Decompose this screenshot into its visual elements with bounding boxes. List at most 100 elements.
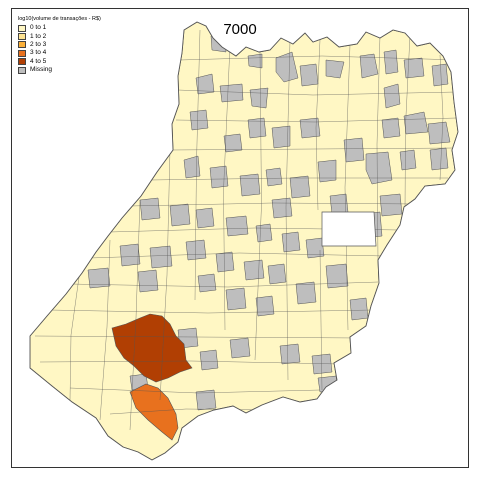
municipality-border [376,34,381,261]
municipality-missing [255,295,275,317]
municipality-missing [359,53,379,79]
municipality-missing [349,297,369,321]
municipality-missing [383,49,399,75]
municipality-missing [137,269,159,293]
federal-district-area [321,211,377,247]
missing-municipalities [49,35,451,411]
legend-item: 1 to 2 [18,32,101,41]
municipality-class-4-to-5 [111,313,193,383]
municipality-borders [34,29,458,431]
municipality-border [49,309,373,314]
municipality-missing [299,63,319,87]
legend-label: 1 to 2 [30,32,47,40]
municipality-border [99,239,111,421]
municipality-missing [311,353,333,375]
municipality-missing [343,137,365,163]
municipality-missing [399,149,417,171]
municipality-border [159,149,171,401]
municipality-missing [289,175,311,199]
municipality-missing [403,111,429,135]
legend-label: Missing [30,66,53,74]
municipality-missing [49,247,77,273]
municipality-missing [169,203,191,227]
municipality-missing [215,251,235,273]
municipality-missing [185,239,207,261]
municipality-missing [281,231,301,253]
municipality-missing [255,223,273,243]
municipality-missing [431,63,449,87]
municipality-missing [219,83,244,103]
municipality-border [149,177,448,181]
municipality-missing [183,155,201,179]
legend-label: 4 to 5 [30,57,47,65]
municipality-missing [247,117,267,139]
municipality-missing [87,267,111,289]
municipality-missing [267,263,287,285]
municipality-border [254,49,262,361]
legend-title: log10(volume de transações - R$) [18,16,101,22]
municipality-missing [195,73,215,95]
municipality-border [69,281,379,288]
municipality-border [34,335,361,339]
municipality-border [109,408,271,415]
state-outline [29,21,459,461]
municipality-missing [149,245,173,269]
municipality-missing [225,287,247,311]
municipality-border [39,360,341,365]
municipality-missing [381,117,401,139]
municipality-border [175,117,457,123]
municipality-missing [325,59,345,79]
municipality-border [319,249,323,391]
municipality-missing [295,281,317,305]
municipality-border [404,34,411,211]
municipality-border [177,89,457,96]
map-title: 7000 [223,21,257,38]
legend-label: 2 to 3 [30,40,47,48]
municipality-border [69,387,321,394]
municipality-missing [427,121,451,145]
municipality-border [223,44,231,331]
legend-swatch [18,49,26,57]
legend-label: 3 to 4 [30,49,47,57]
municipality-missing [299,117,321,139]
municipality-missing [271,125,291,149]
legend-item: 3 to 4 [18,49,101,57]
municipality-missing [275,51,299,83]
municipality-missing [223,133,243,153]
legend-swatch [18,33,26,41]
municipality-missing [429,147,449,171]
municipality-missing [229,337,251,359]
municipality-border [89,252,386,259]
municipality-border [194,29,201,301]
municipality-missing [379,193,403,217]
legend-item: Missing [18,66,101,74]
municipality-missing [225,215,249,237]
municipality-missing [247,53,263,69]
municipality-border [179,55,458,61]
municipality-missing [265,167,283,187]
municipality-missing [139,197,161,221]
municipality-missing [243,259,265,281]
municipality-border [169,147,456,151]
municipality-border [285,39,291,381]
municipality-missing [195,207,215,229]
legend-swatch [18,41,26,49]
municipality-border [439,54,444,181]
municipality-border [129,199,141,431]
municipality-missing [199,349,219,371]
legend-label: 0 to 1 [30,24,47,32]
municipality-missing [325,263,349,289]
municipality-border [69,269,81,401]
municipality-missing [305,237,325,259]
municipality-missing [271,197,293,219]
municipality-missing [197,273,217,293]
municipality-missing [317,159,337,183]
municipality-border [129,202,421,207]
legend-item: 0 to 1 [18,24,101,32]
municipality-missing [383,83,401,109]
municipality-missing [239,173,261,197]
legend-item: 4 to 5 [18,58,101,66]
